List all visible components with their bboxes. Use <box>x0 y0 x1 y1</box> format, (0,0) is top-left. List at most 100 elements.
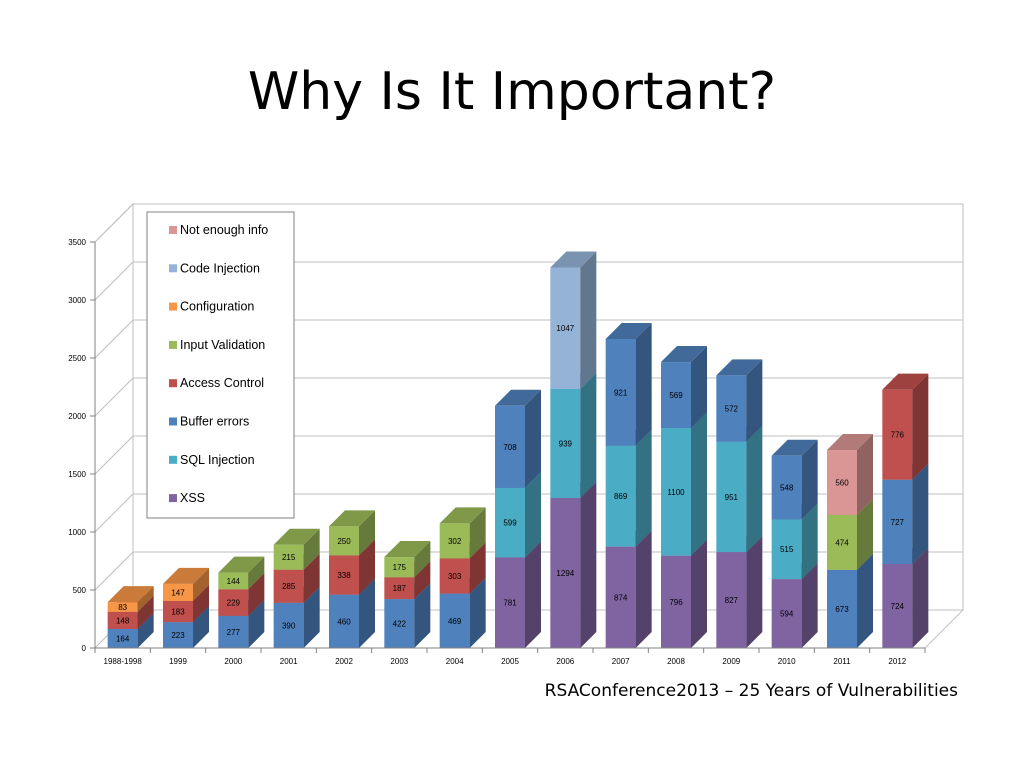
x-tick-label: 2011 <box>833 657 851 666</box>
bar-side <box>691 412 707 556</box>
bar-front <box>605 445 636 547</box>
bar-front <box>661 428 691 556</box>
bar-segment: 921 <box>605 322 652 446</box>
bar-side <box>912 548 929 648</box>
legend-swatch <box>169 264 177 273</box>
bar-segment: 708 <box>495 389 541 488</box>
x-tick-label: 2009 <box>722 657 740 666</box>
bar-segment: 147 <box>163 567 209 601</box>
x-tick-label: 2010 <box>778 657 796 666</box>
bar-data-label: 338 <box>337 571 351 580</box>
bar-segment: 83 <box>107 586 154 612</box>
x-tick-label: 1988-1998 <box>104 657 143 666</box>
legend-item: Input Validation <box>169 338 265 352</box>
bar-side <box>746 536 763 648</box>
bar-front <box>716 552 747 648</box>
bar-front <box>273 602 304 648</box>
bar-top <box>716 359 763 376</box>
bar-data-label: 277 <box>227 628 241 637</box>
bar-side <box>137 612 154 648</box>
bar-front <box>107 611 138 629</box>
bar-side <box>691 346 707 429</box>
bar-top <box>882 373 929 390</box>
x-tick-label: 2002 <box>335 657 353 666</box>
bar-side <box>746 425 763 553</box>
bar-data-label: 951 <box>725 493 739 502</box>
bar-front <box>771 455 802 520</box>
bar-side <box>635 429 652 547</box>
bar-side <box>303 553 320 603</box>
chart-legend: Not enough info Code Injection Configurati… <box>146 211 295 519</box>
bar-side <box>414 561 431 600</box>
bar-side <box>359 539 375 595</box>
legend-item: Buffer errors <box>169 415 249 429</box>
bar-side <box>746 359 763 442</box>
bar-top <box>550 251 597 268</box>
bar-data-label: 144 <box>227 577 241 586</box>
bar-side <box>248 556 265 590</box>
bar-side <box>137 586 154 612</box>
bar-segment: 175 <box>384 541 431 578</box>
y-tick-label: 1000 <box>68 528 86 537</box>
bar-side <box>193 606 209 648</box>
bar-data-label: 175 <box>393 563 407 572</box>
bar-top <box>495 389 541 406</box>
bar-data-label: 572 <box>725 405 739 414</box>
y-axis: 0 500 1000 1500 2000 2500 3000 3500 <box>68 238 96 653</box>
bar-front <box>716 375 747 442</box>
legend-item: Access Control <box>169 376 264 390</box>
bar-segment: 939 <box>550 372 597 498</box>
x-tick-label: 2012 <box>888 657 906 666</box>
bar-data-label: 724 <box>891 602 905 611</box>
legend-label: Configuration <box>180 300 254 314</box>
bar-front <box>439 593 470 648</box>
bar-front <box>107 628 138 648</box>
bar-side <box>469 542 486 594</box>
y-tick-label: 3000 <box>68 296 86 305</box>
bar-top <box>661 346 707 363</box>
bar-data-label: 285 <box>282 582 296 591</box>
gridline <box>94 261 963 301</box>
bar-segment: 250 <box>329 510 375 556</box>
bar-side <box>359 578 375 648</box>
legend-item: Configuration <box>169 300 254 314</box>
bar-side <box>580 372 597 498</box>
bar-data-label: 599 <box>503 519 517 528</box>
legend-swatch <box>169 379 177 388</box>
bar-data-label: 460 <box>337 617 351 626</box>
bar-front <box>827 514 857 570</box>
bar-front <box>716 441 747 553</box>
bar-front <box>163 583 193 601</box>
bar-side <box>414 541 431 578</box>
bar-data-label: 939 <box>559 439 573 448</box>
x-tick-label: 2006 <box>556 657 574 666</box>
bar-front <box>218 572 249 590</box>
bar-data-label: 183 <box>171 608 185 617</box>
bar-data-label: 515 <box>780 545 794 554</box>
bar-side <box>801 563 818 648</box>
bar-data-label: 869 <box>614 492 628 501</box>
legend-swatch <box>169 494 177 503</box>
bar-front <box>550 388 581 498</box>
bar-front <box>163 622 193 648</box>
bar-segment: 215 <box>273 528 320 570</box>
bar-segment: 548 <box>771 439 818 520</box>
bar-data-label: 215 <box>282 553 296 562</box>
bar-side <box>857 553 873 648</box>
bar-data-label: 469 <box>448 617 462 626</box>
bar-side <box>635 530 652 648</box>
bar-side <box>580 251 597 389</box>
legend-swatch <box>169 226 177 234</box>
bar-data-label: 776 <box>891 431 905 440</box>
legend-swatch <box>169 340 177 349</box>
legend-swatch <box>169 455 177 464</box>
bar-top <box>107 586 154 603</box>
bar-front <box>827 569 857 648</box>
bar-top <box>329 510 375 527</box>
bar-side <box>857 498 873 570</box>
bar-segment: 827 <box>716 536 763 648</box>
legend-item: Not enough info <box>169 223 268 237</box>
bar-data-label: 229 <box>227 599 241 608</box>
bar-data-label: 164 <box>116 634 130 643</box>
